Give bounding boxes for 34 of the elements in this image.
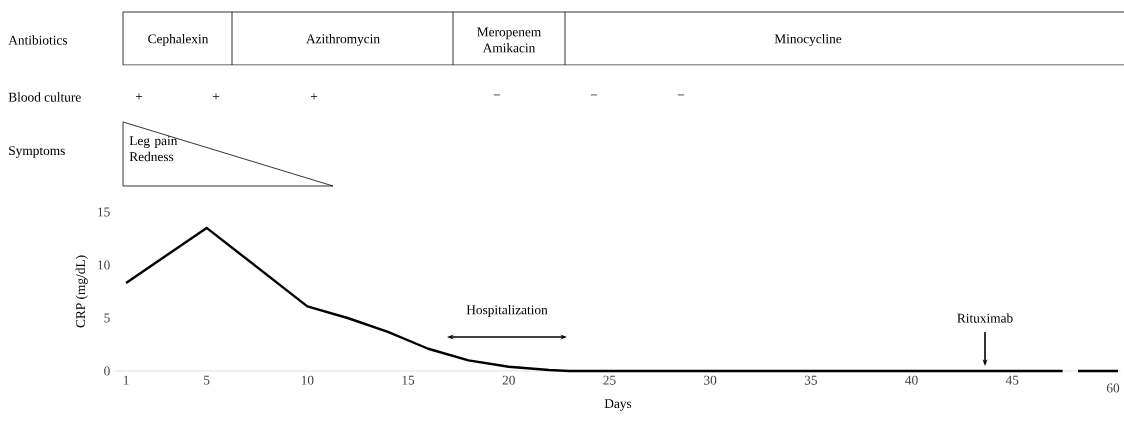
annotation: Hospitalization	[466, 304, 548, 318]
text: −	[677, 94, 685, 96]
text: +	[212, 93, 220, 100]
text: 60	[1106, 383, 1120, 393]
y-tick-label: 15	[98, 207, 110, 217]
text: −	[590, 94, 598, 96]
x-axis-title: Days	[604, 399, 632, 411]
x-tick-label: 10	[301, 375, 314, 385]
x-tick-label: 1	[123, 375, 129, 385]
text: +	[310, 93, 318, 100]
text: Antibiotics	[8, 35, 68, 45]
annotation: Rituximab	[957, 313, 1013, 323]
x-tick-label: 20	[502, 375, 515, 385]
x-tick-label: 35	[804, 375, 817, 385]
text: Meropenem Amikacin	[477, 27, 542, 53]
text: Leg pain Redness	[129, 136, 178, 162]
y-axis-title: CRP (mg/dL)	[75, 255, 88, 328]
x-tick-label: 25	[603, 375, 616, 385]
x-tick-label: 15	[402, 375, 415, 385]
x-tick-label: 40	[905, 375, 918, 385]
text: +	[135, 93, 143, 100]
x-tick-label: 5	[204, 375, 210, 385]
text: Symptoms	[9, 146, 65, 158]
x-tick-label: 45	[1005, 375, 1019, 385]
y-tick-label: 0	[104, 366, 110, 376]
text: Blood culture	[8, 92, 81, 102]
line-series	[124, 226, 1064, 373]
y-tick-label: 5	[104, 313, 110, 323]
text: Minocycline	[774, 33, 842, 47]
x-tick-label: 30	[704, 375, 717, 385]
y-tick-label: 10	[98, 260, 110, 270]
text: −	[493, 94, 501, 96]
text: Cephalexin	[148, 33, 209, 47]
text: Azithromycin	[306, 33, 380, 47]
